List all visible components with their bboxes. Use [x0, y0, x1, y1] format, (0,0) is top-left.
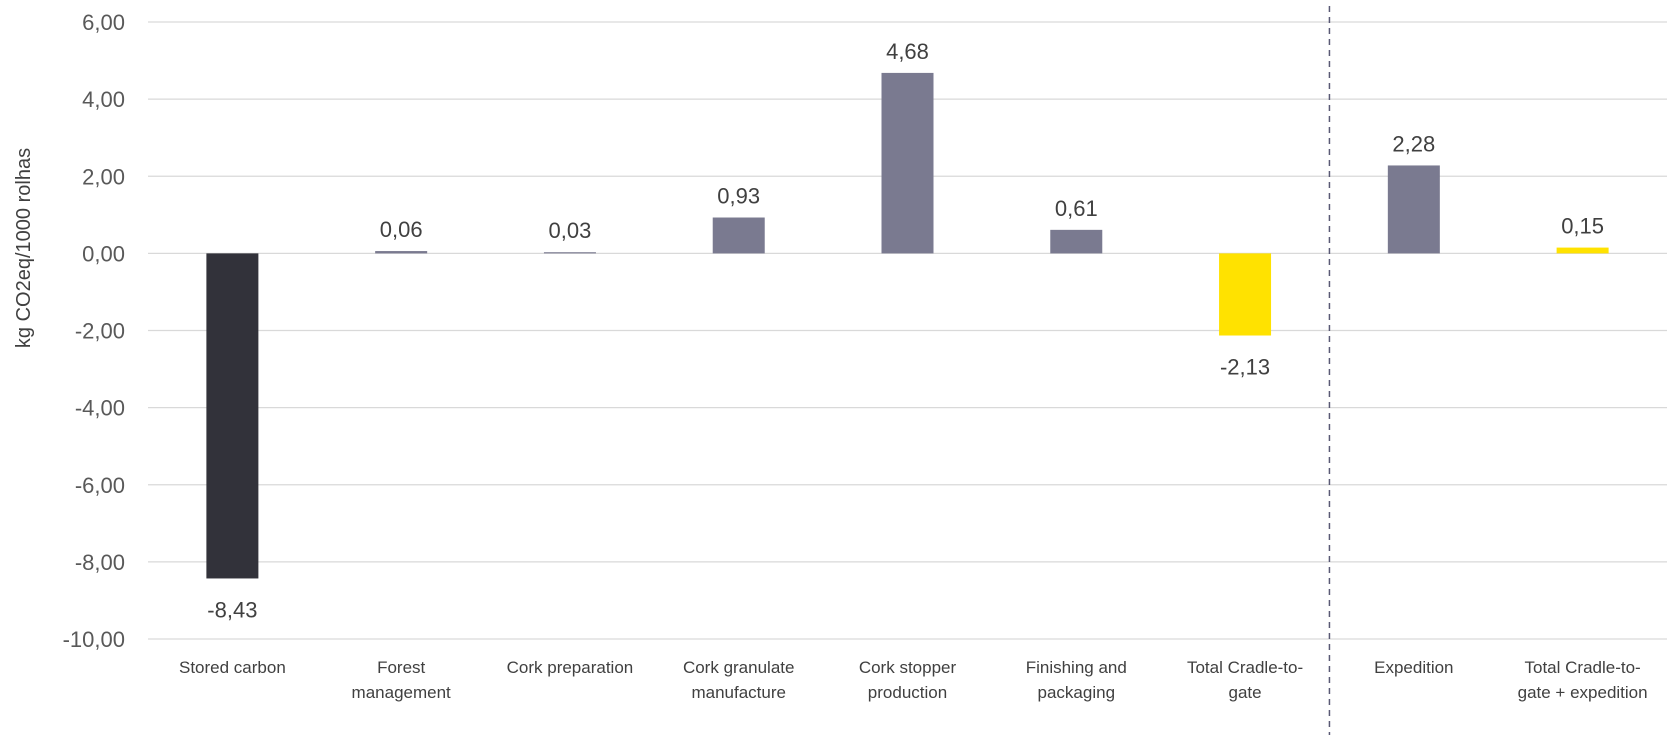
- data-labels: -8,43 0,06 0,03 0,93 4,68 0,61 -2,13 2,28 0,15: [207, 39, 1604, 623]
- data-label: 0,03: [549, 218, 592, 243]
- y-tick-label: 2,00: [82, 164, 125, 189]
- bar: [1050, 229, 1103, 254]
- data-label: 0,06: [380, 217, 423, 242]
- y-tick-label: -10,00: [63, 627, 125, 652]
- bar: [375, 251, 428, 254]
- data-label: -8,43: [207, 597, 257, 622]
- data-label: 2,28: [1392, 131, 1435, 156]
- y-tick-label: -2,00: [75, 319, 125, 344]
- category-label: Finishing and packaging: [1026, 658, 1127, 702]
- category-labels: Stored carbon Forest management Cork prepar…: [179, 658, 1648, 702]
- data-label: 0,15: [1561, 214, 1604, 239]
- y-tick-label: 6,00: [82, 10, 125, 35]
- y-tick-label: -8,00: [75, 550, 125, 575]
- category-label: Expedition: [1374, 658, 1453, 677]
- category-label: Total Cradle-to-gate: [1187, 658, 1303, 702]
- y-tick-label: 4,00: [82, 87, 125, 112]
- data-label: 0,61: [1055, 196, 1098, 221]
- bar: [206, 253, 259, 579]
- y-axis-ticks: 6,00 4,00 2,00 0,00 -2,00 -4,00 -6,00 -8,00 -10,…: [63, 10, 125, 652]
- bar: [1556, 247, 1609, 254]
- category-label: Total Cradle-to-gate + expedition: [1518, 658, 1648, 702]
- category-label: Cork granulate manufacture: [683, 658, 795, 702]
- bars: [206, 72, 1609, 579]
- y-axis-title: kg CO2eq/1000 rolhas: [13, 148, 35, 348]
- y-tick-label: -4,00: [75, 396, 125, 421]
- bar: [1219, 253, 1272, 336]
- bar: [712, 217, 765, 254]
- data-label: 0,93: [717, 184, 760, 209]
- category-label: Stored carbon: [179, 658, 286, 677]
- category-label: Forest management: [352, 658, 452, 702]
- category-label: Cork stopper production: [859, 658, 957, 702]
- bar: [881, 72, 934, 254]
- data-label: -2,13: [1220, 355, 1270, 380]
- category-label: Cork preparation: [507, 658, 634, 677]
- bar: [543, 252, 596, 254]
- data-label: 4,68: [886, 39, 929, 64]
- bar: [1387, 165, 1440, 254]
- y-tick-label: -6,00: [75, 473, 125, 498]
- y-tick-label: 0,00: [82, 241, 125, 266]
